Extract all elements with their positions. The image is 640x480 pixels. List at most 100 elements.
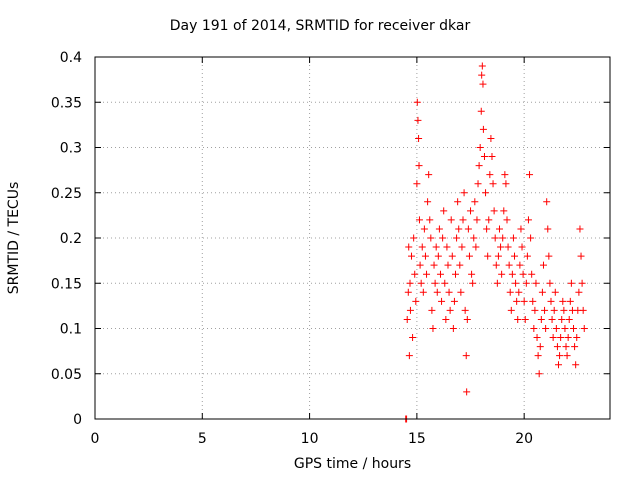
data-point	[546, 279, 554, 287]
data-point	[460, 189, 468, 197]
data-point	[575, 288, 583, 296]
data-point	[503, 216, 511, 224]
data-point	[562, 343, 570, 351]
data-point	[515, 288, 523, 296]
data-point	[535, 370, 543, 378]
y-tick-label: 0.25	[51, 186, 82, 202]
data-point	[558, 315, 566, 323]
data-point	[579, 306, 587, 314]
data-point	[566, 297, 574, 305]
data-point	[453, 234, 461, 242]
data-point	[434, 252, 442, 260]
data-point	[548, 315, 556, 323]
data-point	[406, 306, 414, 314]
data-point	[463, 388, 471, 396]
data-point	[507, 306, 515, 314]
data-point	[431, 279, 439, 287]
axis-ticks: 0 5 10 15 20 0 0.05 0.1 0.15 0.2 0.25 0.3 0.35 0.4	[51, 50, 610, 447]
data-point	[552, 325, 560, 332]
data-point	[492, 261, 500, 269]
data-point	[514, 315, 522, 323]
data-point	[557, 334, 565, 342]
data-point	[449, 325, 457, 332]
data-point	[421, 252, 429, 260]
data-point	[553, 343, 561, 351]
x-axis-label: GPS time / hours	[293, 456, 412, 472]
data-point	[450, 297, 458, 305]
data-point	[513, 297, 521, 305]
data-point	[580, 325, 588, 332]
data-point	[455, 225, 463, 233]
data-point	[410, 234, 418, 242]
data-point	[529, 297, 537, 305]
data-point	[488, 153, 496, 161]
data-point	[404, 288, 412, 296]
data-point	[463, 315, 471, 323]
data-point	[561, 325, 569, 332]
data-point	[539, 261, 547, 269]
data-point	[467, 207, 475, 215]
x-tick-label: 15	[408, 431, 426, 447]
data-point	[563, 352, 571, 360]
data-point	[478, 71, 486, 79]
data-point	[454, 198, 462, 206]
data-point	[412, 297, 420, 305]
data-point	[521, 315, 529, 323]
data-point	[470, 234, 478, 242]
data-point	[415, 134, 423, 142]
data-point	[443, 243, 451, 251]
data-point	[520, 297, 528, 305]
data-point	[448, 252, 456, 260]
data-point	[555, 361, 562, 369]
y-tick-label: 0.2	[60, 231, 82, 247]
data-point	[489, 180, 497, 188]
data-point	[560, 306, 568, 314]
data-point	[523, 252, 531, 260]
data-point	[416, 261, 424, 269]
data-point	[547, 297, 555, 305]
data-point	[461, 306, 469, 314]
y-tick-label: 0.05	[51, 367, 82, 383]
data-point	[465, 252, 473, 260]
data-point	[411, 270, 419, 278]
data-point	[477, 107, 485, 115]
data-point	[469, 279, 477, 287]
y-tick-label: 0.3	[60, 141, 82, 157]
data-point	[408, 252, 416, 260]
data-point	[415, 162, 423, 170]
data-point	[512, 279, 520, 287]
data-point	[495, 225, 503, 233]
data-point	[537, 315, 545, 323]
x-tick-label: 0	[91, 431, 100, 447]
data-point	[501, 171, 509, 179]
data-point	[497, 243, 505, 251]
data-point	[468, 270, 476, 278]
data-point	[538, 288, 546, 296]
data-point	[536, 343, 544, 351]
data-point	[406, 279, 414, 287]
data-point	[419, 288, 427, 296]
data-point	[549, 334, 557, 342]
data-point	[409, 334, 417, 342]
data-point	[445, 288, 453, 296]
y-tick-label: 0	[73, 412, 82, 428]
data-point	[405, 243, 413, 251]
data-point	[530, 325, 538, 332]
data-point	[486, 171, 494, 179]
data-point	[541, 306, 549, 314]
data-point	[476, 144, 484, 151]
data-point	[490, 207, 498, 215]
data-point	[458, 243, 466, 251]
data-point	[551, 288, 559, 296]
data-point	[480, 153, 488, 161]
data-point	[424, 198, 432, 206]
data-point	[494, 252, 502, 260]
data-point	[524, 216, 532, 224]
data-point	[447, 216, 455, 224]
data-point	[498, 270, 506, 278]
data-point	[508, 270, 516, 278]
data-point	[441, 279, 449, 287]
data-point	[578, 279, 586, 287]
data-point	[571, 343, 579, 351]
